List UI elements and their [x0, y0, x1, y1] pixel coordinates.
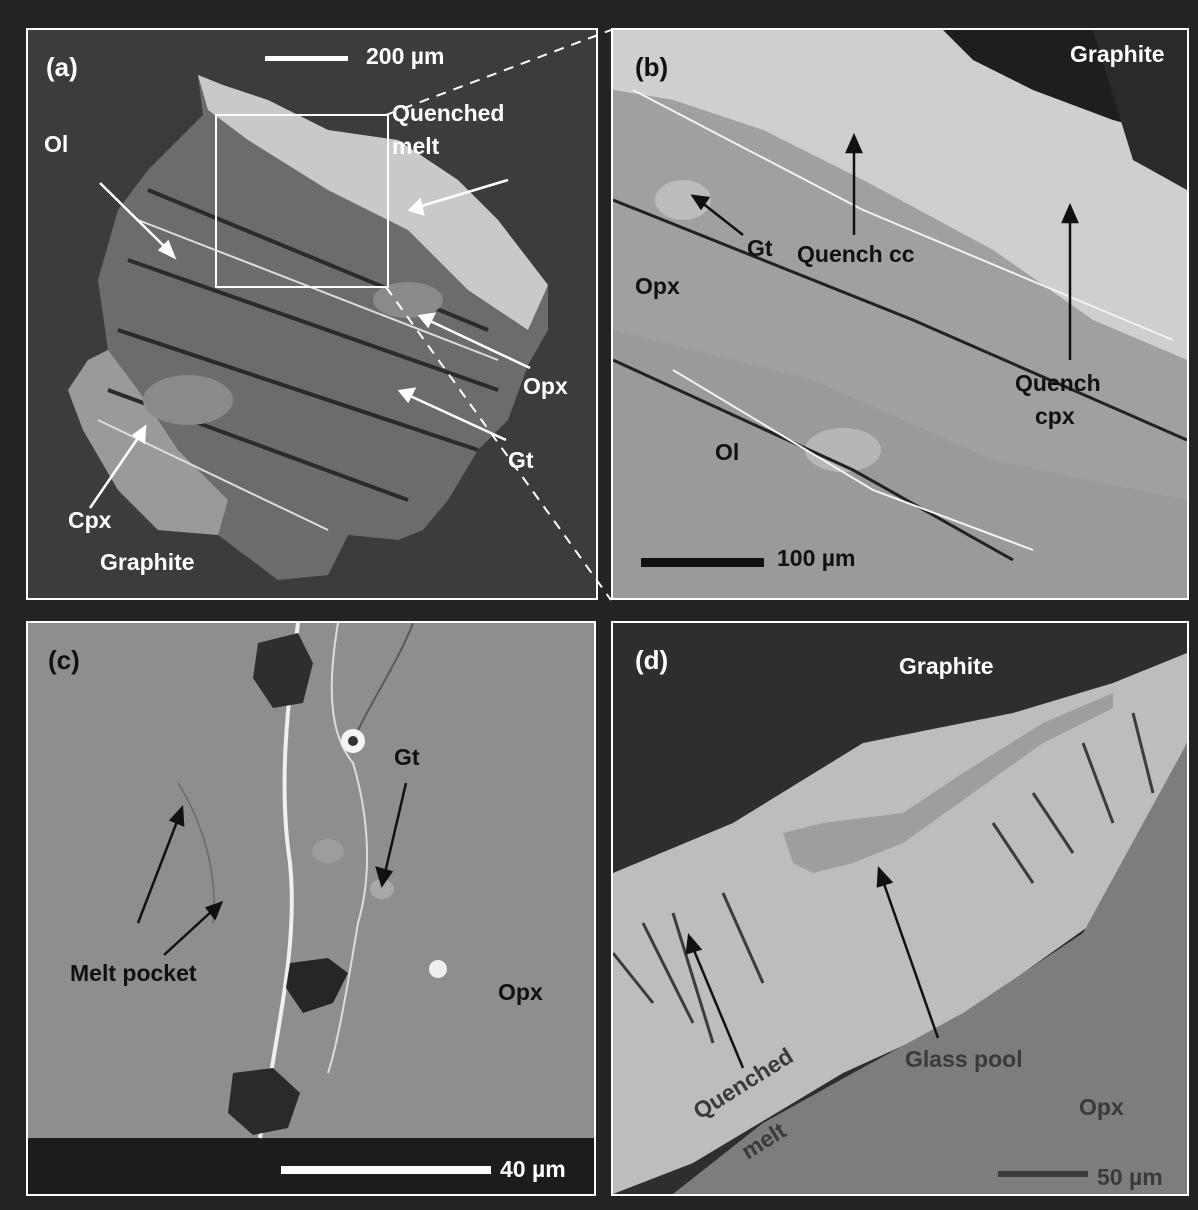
scale-bar-a	[265, 56, 348, 61]
scale-label-d: 50 µm	[1097, 1164, 1163, 1190]
label-gt: Gt	[508, 447, 534, 473]
panel-c: (c) Gt Melt pocket Opx 40 µm	[26, 621, 596, 1196]
label-gt-b: Gt	[747, 235, 773, 261]
label-graphite: Graphite	[100, 549, 195, 575]
label-ol-b: Ol	[715, 439, 740, 465]
panel-b-label: (b)	[635, 52, 669, 82]
panel-d-label: (d)	[635, 645, 669, 675]
scale-bar-b	[641, 558, 764, 567]
panel-b: (b) Graphite Gt Quench cc Opx Quench cpx…	[611, 28, 1189, 600]
panel-d-image	[613, 653, 1187, 1194]
label-opx: Opx	[523, 373, 568, 399]
label-melt: melt	[392, 133, 440, 159]
panel-c-label: (c)	[48, 645, 80, 675]
label-gt-c: Gt	[394, 744, 420, 770]
inset-box	[215, 114, 389, 288]
label-opx-c: Opx	[498, 979, 543, 1005]
scale-label-c: 40 µm	[500, 1156, 566, 1182]
label-quenched: Quenched	[392, 100, 505, 126]
label-ol: Ol	[44, 131, 69, 157]
label-opx-b: Opx	[635, 273, 680, 299]
label-graphite-b: Graphite	[1070, 41, 1165, 67]
panel-b-image	[613, 30, 1187, 598]
label-quench-b: Quench	[1015, 370, 1101, 396]
scale-label-b: 100 µm	[777, 545, 856, 571]
label-cpx: Cpx	[68, 507, 112, 533]
label-cpx-b: cpx	[1035, 403, 1075, 429]
label-melt-pocket: Melt pocket	[70, 960, 197, 986]
panel-d: (d) Graphite Glass pool Opx Quenched mel…	[611, 621, 1189, 1196]
panel-c-image	[28, 623, 594, 1194]
panel-a-label: (a)	[46, 52, 78, 82]
panel-a-image	[68, 56, 548, 580]
scale-label-a: 200 µm	[366, 43, 445, 69]
panel-a: (a) 200 µm Quenched melt Ol Opx Gt Cpx G…	[26, 28, 598, 600]
label-glass-pool: Glass pool	[905, 1046, 1023, 1072]
scale-bar-c	[281, 1166, 491, 1174]
scale-bar-d	[998, 1171, 1088, 1177]
label-graphite-d: Graphite	[899, 653, 994, 679]
label-quench-cc: Quench cc	[797, 241, 915, 267]
label-opx-d: Opx	[1079, 1094, 1124, 1120]
